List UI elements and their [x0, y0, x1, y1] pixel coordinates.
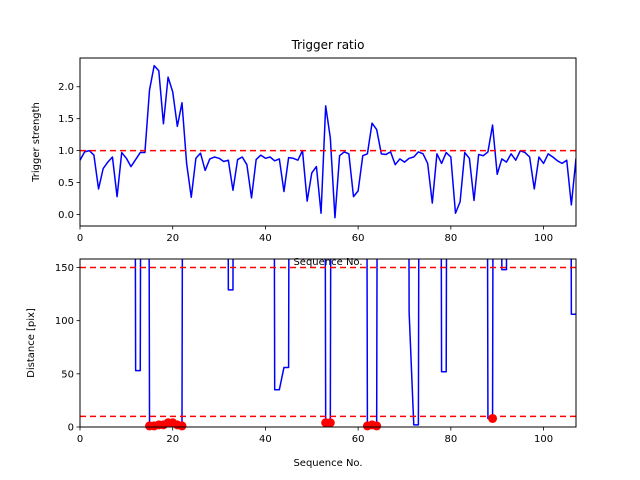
- y-tick-label: 50: [61, 369, 74, 380]
- plot-title: Trigger ratio: [291, 38, 365, 52]
- x-tick-label: 80: [444, 233, 457, 244]
- y-tick-label: 2.0: [58, 82, 74, 93]
- x-tick-label: 20: [166, 434, 179, 445]
- y-tick-label: 0.0: [58, 210, 74, 221]
- x-tick-label: 100: [534, 233, 553, 244]
- x-tick-label: 0: [77, 233, 83, 244]
- y-tick-label: 1.0: [58, 146, 74, 157]
- y-tick-label: 0: [68, 423, 74, 434]
- x-tick-label: 100: [534, 434, 553, 445]
- y-tick-label: 0.5: [58, 178, 74, 189]
- x-tick-label: 40: [259, 434, 272, 445]
- x-tick-label: 80: [444, 434, 457, 445]
- x-tick-label: 60: [352, 233, 365, 244]
- x-axis-label: Sequence No.: [293, 257, 362, 268]
- data-point-marker: [488, 413, 498, 423]
- plot-frame: [79, 57, 577, 227]
- y-tick-label: 150: [55, 263, 74, 274]
- trigger-ratio-plot: Trigger ratio 0 20 40 60 80 100 0.0 0.5 1.0 1.5 2.…: [31, 38, 577, 268]
- series-line: [80, 64, 576, 219]
- x-tick-label: 0: [77, 434, 83, 445]
- y-axis-label: Trigger strength: [31, 102, 42, 183]
- data-point-marker: [372, 421, 382, 431]
- x-tick-label: 60: [352, 434, 365, 445]
- x-axis-label: Sequence No.: [293, 458, 362, 469]
- y-tick-label: 100: [55, 316, 74, 327]
- y-tick-label: 1.5: [58, 114, 74, 125]
- distance-plot: 0 20 40 60 80 100 0 50 100 150 Sequence No. Dista…: [26, 258, 577, 469]
- plot-frame: [79, 258, 577, 428]
- y-axis-label: Distance [pix]: [26, 308, 37, 378]
- data-point-marker: [325, 418, 335, 428]
- data-point-marker: [177, 421, 187, 431]
- x-tick-label: 40: [259, 233, 272, 244]
- x-tick-label: 20: [166, 233, 179, 244]
